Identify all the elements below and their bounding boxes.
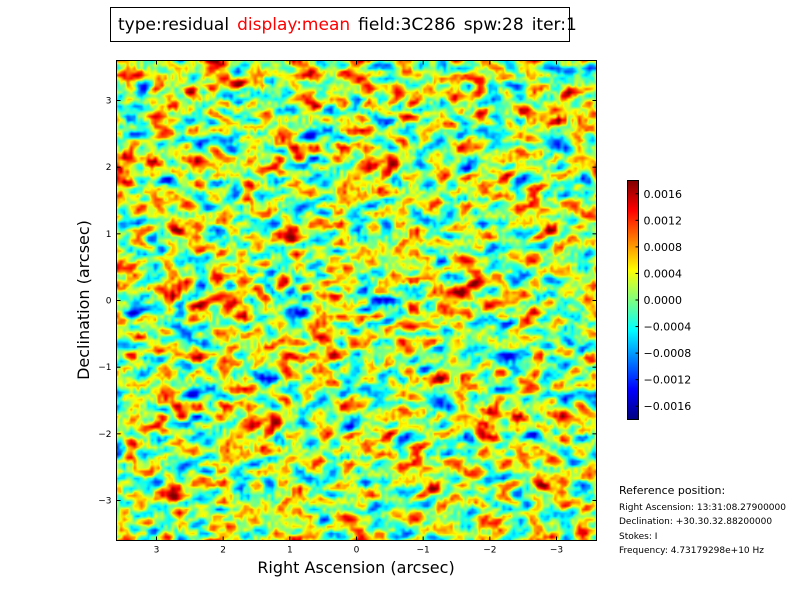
x-axis: 3 2 1 0 −1 −2 −3: [154, 60, 563, 556]
reference-stokes: Stokes: I: [619, 531, 658, 542]
field-label: field:3C286: [358, 14, 456, 35]
y-tick-label: 2: [106, 163, 112, 173]
y-tick-label: −1: [98, 363, 111, 373]
reference-frequency: Frequency: 4.73179298e+10 Hz: [619, 546, 765, 556]
x-tick-label: 1: [287, 546, 293, 556]
y-tick-label: −3: [98, 497, 111, 507]
colorbar-tick-label: 0.0008: [644, 241, 683, 254]
type-label: type:residual: [118, 14, 230, 35]
colorbar-ticks: 0.0016 0.0012 0.0008 0.0004 0.0000 −0.0004 −0.…: [635, 188, 692, 413]
colorbar-tick-label: −0.0012: [644, 374, 692, 387]
colorbar-tick-label: −0.0004: [644, 321, 692, 334]
reference-heading: Reference position:: [619, 484, 726, 497]
x-tick-label: 0: [354, 546, 360, 556]
spw-label: spw:28: [463, 14, 524, 35]
heatmap-image: [117, 61, 596, 540]
x-tick-label: −1: [417, 546, 430, 556]
y-tick-label: 0: [106, 297, 112, 307]
y-tick-label: −2: [98, 430, 111, 440]
x-axis-label: Right Ascension (arcsec): [257, 558, 454, 577]
x-tick-label: −2: [483, 546, 496, 556]
colorbar-tick-label: 0.0012: [644, 214, 683, 227]
colorbar-tick-label: 0.0000: [644, 294, 683, 307]
iter-label: iter:1: [531, 14, 577, 35]
x-tick-label: 2: [220, 546, 226, 556]
image-info-title: type:residual display:mean field:3C286 s…: [110, 7, 577, 42]
colorbar-tick-label: −0.0016: [644, 400, 692, 413]
display-label: display:mean: [237, 14, 351, 35]
x-tick-label: 3: [154, 546, 160, 556]
x-tick-label: −3: [550, 546, 563, 556]
y-axis: 3 2 1 0 −1 −2 −3: [98, 97, 597, 507]
reference-ra: Right Ascension: 13:31:08.27900000: [619, 502, 786, 513]
colorbar-tick-label: −0.0008: [644, 347, 692, 360]
y-axis-label: Declination (arcsec): [74, 220, 93, 380]
reference-dec: Declination: +30.30.32.88200000: [619, 517, 773, 527]
reference-position-info: Reference position: Right Ascension: 13:…: [619, 484, 786, 559]
y-tick-label: 1: [106, 230, 112, 240]
colorbar-tick-label: 0.0016: [644, 188, 683, 201]
y-tick-label: 3: [106, 97, 112, 107]
colorbar-tick-label: 0.0004: [644, 267, 683, 280]
